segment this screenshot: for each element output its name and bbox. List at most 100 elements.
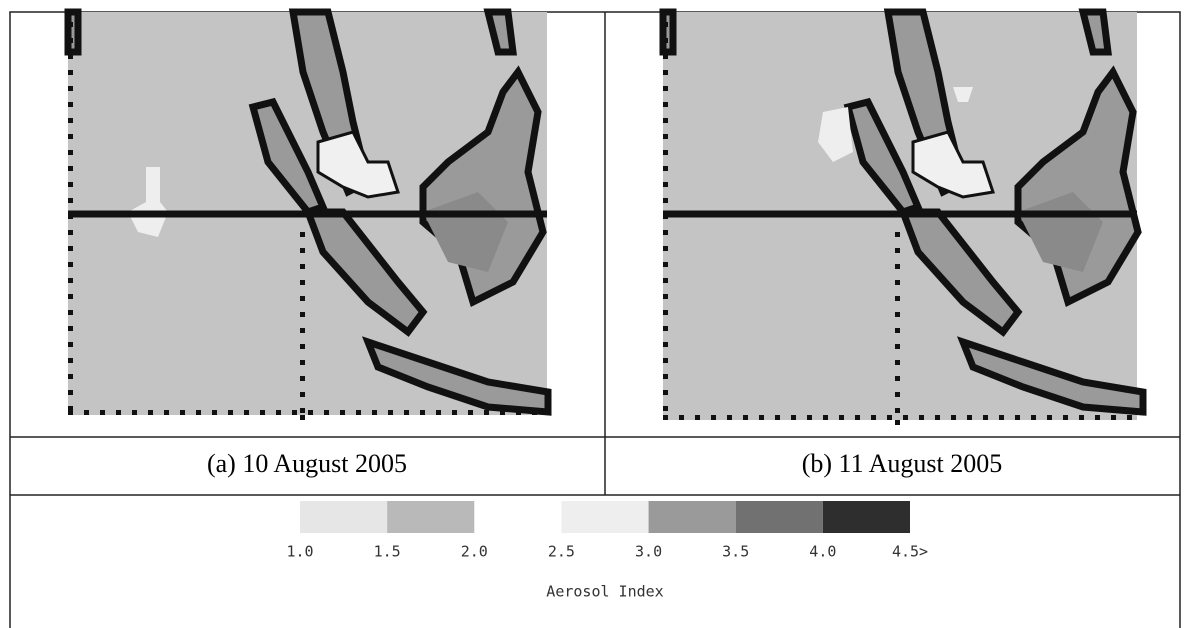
dot [276, 410, 281, 415]
dot [300, 280, 305, 285]
dot [983, 415, 988, 420]
dot [1095, 415, 1100, 420]
dot [68, 358, 73, 363]
dot [68, 390, 73, 395]
dot [300, 360, 305, 365]
legend-swatch [735, 501, 823, 533]
dot [372, 410, 377, 415]
dot [300, 376, 305, 381]
dot [68, 406, 73, 411]
dot [68, 54, 73, 59]
dot [895, 392, 900, 397]
land [302, 208, 428, 337]
dot [895, 280, 900, 285]
dot [823, 415, 828, 420]
dot [68, 38, 73, 43]
legend-swatch [300, 501, 388, 533]
dot [1031, 415, 1036, 420]
dot [895, 408, 900, 413]
legend-swatch [822, 501, 910, 533]
legend-tick-label: 1.5 [374, 543, 401, 561]
dot [663, 310, 668, 315]
land [1078, 8, 1112, 56]
dot [196, 410, 201, 415]
dot [68, 150, 73, 155]
dot [532, 410, 537, 415]
dot [895, 232, 900, 237]
dot [300, 296, 305, 301]
dot [663, 182, 668, 187]
legend-title: Aerosol Index [546, 583, 663, 601]
dot [663, 246, 668, 251]
dot [663, 415, 668, 420]
dot [895, 328, 900, 333]
dot [895, 420, 900, 425]
legend-tick-label: 3.5 [722, 543, 749, 561]
legend-tick-label: 1.0 [286, 543, 313, 561]
dot [516, 410, 521, 415]
dot [663, 390, 668, 395]
land [483, 8, 517, 56]
dot [68, 70, 73, 75]
caption: (b) 11 August 2005 [802, 449, 1003, 478]
dot [388, 410, 393, 415]
dot [663, 134, 668, 139]
dot [807, 415, 812, 420]
dot [68, 278, 73, 283]
dot [663, 166, 668, 171]
legend-tick-label: 2.5 [548, 543, 575, 561]
dot [300, 392, 305, 397]
dot [1015, 415, 1020, 420]
dot [663, 54, 668, 59]
dot [436, 410, 441, 415]
dot [1111, 415, 1116, 420]
dot [260, 410, 265, 415]
map [64, 8, 552, 420]
dot [340, 410, 345, 415]
dot [420, 410, 425, 415]
dot [743, 415, 748, 420]
land [843, 97, 923, 217]
dot [663, 198, 668, 203]
dot [663, 230, 668, 235]
dot [300, 312, 305, 317]
dot [663, 262, 668, 267]
dot [935, 415, 940, 420]
dot [68, 230, 73, 235]
dot [895, 264, 900, 269]
dot [663, 326, 668, 331]
dot [663, 342, 668, 347]
dot [919, 415, 924, 420]
dot [663, 70, 668, 75]
dot [1079, 415, 1084, 420]
land [897, 208, 1023, 337]
dot [356, 410, 361, 415]
dot [895, 344, 900, 349]
dot [663, 358, 668, 363]
legend-tick-label: 4.0 [809, 543, 836, 561]
dot [132, 410, 137, 415]
land [248, 97, 328, 217]
dot [68, 118, 73, 123]
dot [967, 415, 972, 420]
dot [244, 410, 249, 415]
dot [68, 86, 73, 91]
dot [300, 344, 305, 349]
dot [895, 248, 900, 253]
dot [663, 406, 668, 411]
dot [68, 102, 73, 107]
dot [300, 415, 305, 420]
dot [100, 410, 105, 415]
land [361, 336, 552, 416]
dot [452, 410, 457, 415]
dot [164, 410, 169, 415]
dot [663, 118, 668, 123]
dot [68, 134, 73, 139]
dot [468, 410, 473, 415]
dot [663, 86, 668, 91]
dot [1047, 415, 1052, 420]
dot [292, 410, 297, 415]
land [956, 336, 1147, 416]
dot [663, 150, 668, 155]
dot [68, 342, 73, 347]
